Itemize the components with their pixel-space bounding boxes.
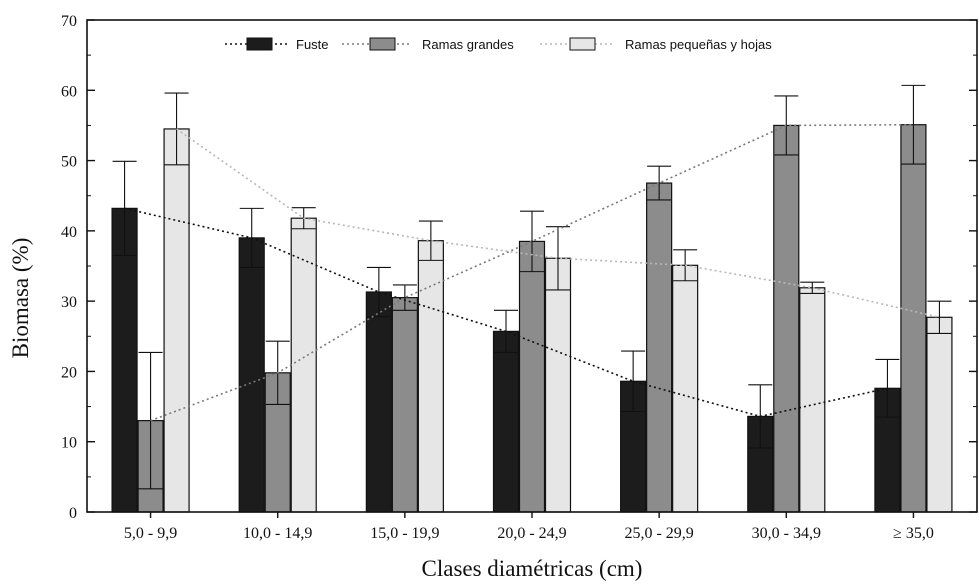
y-tick-label: 0 — [69, 505, 77, 522]
y-tick-label: 30 — [61, 294, 77, 311]
bar — [391, 297, 418, 513]
bar — [799, 287, 826, 513]
x-tick-label: 10,0 - 14,9 — [243, 525, 312, 542]
bars-layer — [111, 124, 953, 513]
x-tick-label: 30,0 - 34,9 — [752, 525, 821, 542]
x-tick-label: ≥ 35,0 — [893, 525, 934, 542]
legend-label: Fuste — [296, 37, 329, 52]
bar — [646, 182, 673, 513]
x-axis: 5,0 - 9,9 10,0 - 14,9 15,0 - 19,9 20,0 - 24… — [124, 512, 934, 542]
bar — [544, 257, 572, 513]
trend-line — [124, 207, 888, 418]
legend-swatch — [369, 37, 396, 51]
x-axis-title: Clases diamétricas (cm) — [422, 556, 643, 581]
error-bars-layer — [112, 84, 952, 490]
x-tick-label: 20,0 - 24,9 — [497, 525, 566, 542]
trend-line — [150, 123, 914, 422]
x-tick-label: 15,0 - 19,9 — [370, 525, 439, 542]
y-tick-label: 40 — [61, 224, 77, 241]
x-tick-label: 5,0 - 9,9 — [124, 525, 177, 542]
legend-label: Ramas pequeñas y hojas — [625, 37, 772, 52]
y-tick-label: 10 — [61, 435, 77, 452]
bar — [290, 217, 317, 513]
x-tick-label: 25,0 - 29,9 — [624, 525, 693, 542]
y-axis-title: Biomasa (%) — [8, 238, 33, 359]
trend-lines-layer — [124, 123, 940, 422]
bar — [518, 240, 546, 513]
y-axis: 0 10 20 30 40 50 60 70 — [61, 13, 977, 522]
bar — [163, 128, 190, 513]
bar — [238, 237, 265, 513]
bar — [900, 124, 927, 513]
bar — [111, 207, 138, 513]
legend-swatch — [246, 37, 273, 51]
bar — [773, 124, 800, 513]
y-tick-label: 50 — [61, 154, 77, 171]
bar — [874, 387, 901, 513]
legend: Fuste Ramas grandes Ramas pequeñas y hojas — [225, 37, 772, 52]
y-tick-label: 20 — [61, 364, 77, 381]
bar — [492, 330, 520, 513]
bar — [365, 291, 392, 513]
bar — [672, 264, 699, 513]
legend-swatch — [569, 37, 596, 51]
y-tick-label: 70 — [61, 13, 77, 30]
bar — [926, 316, 953, 513]
trend-line — [176, 128, 940, 319]
y-tick-label: 60 — [61, 83, 77, 100]
legend-label: Ramas grandes — [422, 37, 514, 52]
